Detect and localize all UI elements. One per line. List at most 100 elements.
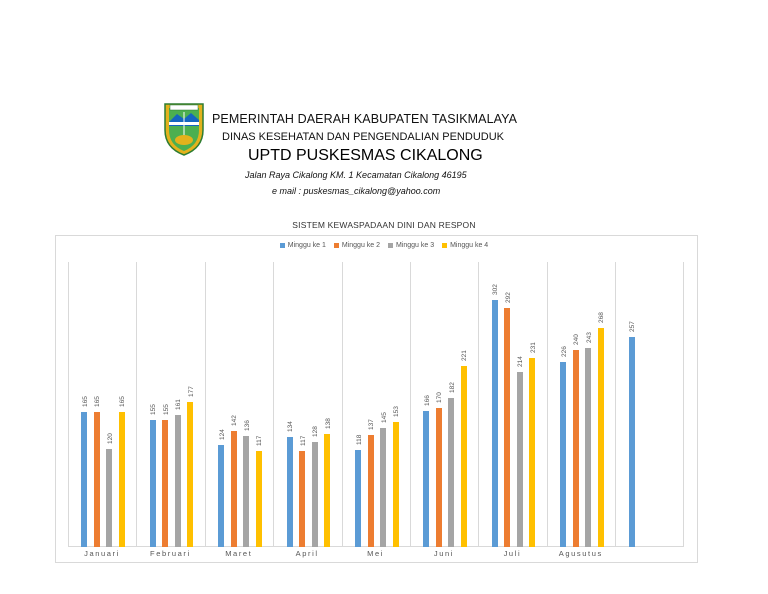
bar-februari-week-1 [149,420,156,547]
bar-februari-week-4 [187,402,194,547]
data-label: 128 [312,426,320,438]
bar-juli-week-4 [529,357,536,547]
legend-item-week-3: Minggu ke 3 [387,242,434,249]
legend-swatch-icon [387,242,393,248]
data-label: 243 [585,332,593,343]
bar-april-week-4 [324,433,331,547]
legend-swatch-icon [333,242,339,248]
data-label: 268 [598,311,606,323]
bar-maret-week-3 [243,435,250,547]
x-axis-label: Februari [150,549,191,558]
x-axis-label: Mei [367,549,385,558]
letterhead-department: DINAS KESEHATAN DAN PENGENDALIAN PENDUDU… [222,131,504,143]
data-label: 231 [529,341,537,353]
x-axis-label: Januari [84,549,120,558]
data-label: 226 [560,346,568,357]
data-label: 120 [106,432,114,444]
data-label: 165 [81,396,89,407]
data-label: 166 [423,395,431,407]
category-gridline [136,262,138,547]
plot-area: 165 165 120 165 Januari 155 155 161 177 Februari 1… [68,262,684,558]
data-label: 292 [504,292,512,303]
bar-januari-week-3 [106,448,113,547]
data-label: 257 [629,320,637,332]
bar-februari-week-3 [174,415,181,547]
data-label: 124 [218,429,226,441]
bar-agusutus-week-1 [560,361,567,547]
data-label: 302 [492,283,500,295]
bar-januari-week-4 [118,411,125,547]
letterhead-email: e mail : puskesmas_cikalong@yahoo.com [272,186,441,196]
data-label: 153 [393,405,401,417]
bar-maret-week-4 [255,451,262,547]
bar-agusutus-week-2 [572,350,579,547]
category-gridline [546,262,548,547]
bar-juni-week-2 [435,407,442,547]
bar-mei-week-2 [367,434,374,547]
bar-juni-week-1 [423,411,430,547]
chart-legend: Minggu ke 1 Minggu ke 2 Minggu ke 3 Ming… [0,242,768,249]
bar-mei-week-1 [355,450,362,547]
data-label: 182 [448,382,456,393]
regency-emblem-icon [164,103,204,156]
data-label: 165 [119,396,127,407]
data-label: 138 [324,418,332,429]
bar-april-week-3 [311,442,318,547]
data-label: 221 [461,350,469,361]
x-axis-label: Agusutus [558,549,603,558]
data-label: 214 [517,355,525,367]
x-axis-line [68,546,684,547]
bar-april-week-2 [299,451,306,547]
x-axis-label: Maret [225,549,253,558]
bar-juli-week-1 [491,299,498,547]
bar-juni-week-3 [448,397,455,547]
category-gridline [273,262,275,547]
data-label: 134 [287,421,295,433]
category-gridline [68,262,69,547]
letterhead-institution: UPTD PUSKESMAS CIKALONG [248,147,483,164]
x-axis-label: Juli [503,549,522,558]
bar-maret-week-2 [230,430,237,547]
data-label: 137 [368,418,376,430]
bar-agusutus-week-4 [597,327,604,547]
chart-title: SISTEM KEWASPADAAN DINI DAN RESPON [292,220,476,230]
bar-mei-week-4 [392,421,399,547]
category-gridline [682,262,684,547]
data-label: 177 [187,386,195,398]
chart-area [55,235,698,563]
data-label: 165 [94,396,102,407]
data-label: 155 [150,404,158,416]
data-label: 161 [175,399,183,411]
data-label: 118 [355,434,363,446]
bar-juni-week-4 [460,366,467,547]
data-label: 170 [436,391,444,403]
letterhead-address: Jalan Raya Cikalong KM. 1 Kecamatan Cika… [245,170,467,180]
bar-januari-week-2 [93,411,100,547]
legend-item-week-2: Minggu ke 2 [333,242,380,249]
bar-agusutus-week-3 [585,348,592,547]
legend-item-week-4: Minggu ke 4 [442,242,488,249]
legend-swatch-icon [279,242,285,248]
bar-februari-week-2 [162,420,169,547]
category-gridline [204,262,206,547]
category-gridline [615,262,617,547]
legend-swatch-icon [442,242,448,248]
data-label: 117 [256,435,264,447]
data-label: 155 [162,404,170,416]
bar-maret-week-1 [218,445,225,547]
data-label: 145 [380,412,388,424]
letterhead: PEMERINTAH DAERAH KABUPATEN TASIKMALAYA … [160,100,560,210]
data-label: 240 [573,334,581,346]
bar-januari-week-1 [81,411,88,547]
legend-item-week-1: Minggu ke 1 [279,242,326,249]
bar-juli-week-2 [504,307,511,547]
data-label: 117 [299,435,307,447]
data-label: 136 [243,419,251,431]
category-gridline [410,262,411,547]
data-label: 142 [231,414,239,426]
letterhead-government: PEMERINTAH DAERAH KABUPATEN TASIKMALAYA [212,112,518,126]
bar-juli-week-3 [516,371,523,547]
x-axis-label: April [295,549,319,558]
category-gridline [341,262,343,547]
x-axis-label: Juni [433,549,455,558]
